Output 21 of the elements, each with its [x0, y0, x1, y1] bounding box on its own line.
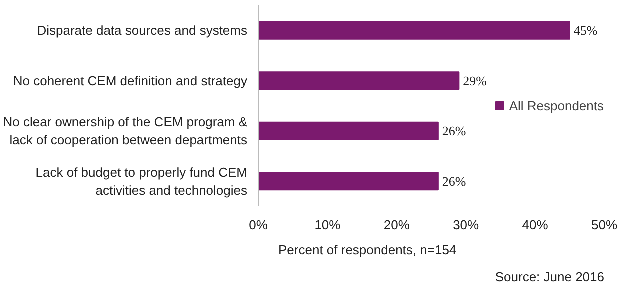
y-tick-label: No clear ownership of the CEM program & lack of cooperation between departments [3, 114, 248, 148]
x-tick-label: 0% [249, 218, 268, 232]
text: Percent of respondents, n=154 [278, 242, 457, 258]
x-tick-label: 50% [591, 218, 618, 232]
y-tick-label: Lack of budget to properly fund CEM activities and technologies [36, 164, 248, 198]
y-tick-label: Disparate data sources and systems [37, 23, 248, 38]
bar [258, 21, 570, 40]
x-tick-label: 10% [314, 218, 342, 232]
x-tick-label: 20% [384, 218, 410, 232]
bar [258, 122, 439, 140]
y-tick-label: No coherent CEM definition and strategy [13, 73, 248, 88]
data-label: 29% [463, 73, 488, 88]
bar [258, 72, 460, 90]
x-tick-label: 40% [522, 218, 549, 232]
source-note: Source: June 2016 [495, 270, 605, 284]
x-tick-label: 30% [453, 218, 480, 232]
data-label: 26% [442, 124, 466, 139]
legend-label: All Respondents [509, 98, 604, 113]
data-label: 26% [442, 174, 466, 189]
bar [258, 172, 439, 191]
data-label: 45% [574, 23, 598, 38]
